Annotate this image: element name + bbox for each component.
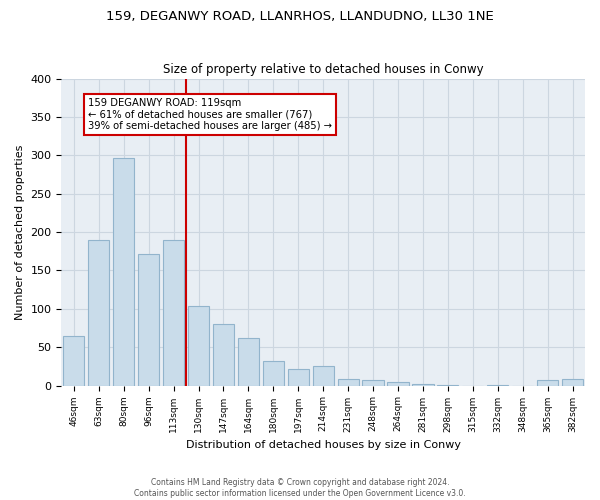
Bar (263, 361, 284, 386)
Bar (388, 382, 409, 386)
Bar (362, 380, 383, 386)
Text: Contains HM Land Registry data © Crown copyright and database right 2024.
Contai: Contains HM Land Registry data © Crown c… (134, 478, 466, 498)
Bar (487, 385, 508, 386)
Bar (113, 158, 134, 386)
Bar (562, 380, 583, 386)
Text: 159 DEGANWY ROAD: 119sqm
← 61% of detached houses are smaller (767)
39% of semi-: 159 DEGANWY ROAD: 119sqm ← 61% of detach… (88, 98, 332, 131)
Bar (287, 368, 309, 386)
Bar (537, 380, 558, 386)
Y-axis label: Number of detached properties: Number of detached properties (15, 144, 25, 320)
Bar (188, 306, 209, 386)
Bar (412, 384, 434, 386)
Bar (138, 254, 159, 386)
Bar (88, 240, 109, 386)
Bar (437, 385, 458, 386)
Bar (163, 240, 184, 386)
X-axis label: Distribution of detached houses by size in Conwy: Distribution of detached houses by size … (186, 440, 461, 450)
Bar (313, 366, 334, 386)
Bar (213, 324, 234, 386)
Text: 159, DEGANWY ROAD, LLANRHOS, LLANDUDNO, LL30 1NE: 159, DEGANWY ROAD, LLANRHOS, LLANDUDNO, … (106, 10, 494, 23)
Bar (338, 380, 359, 386)
Bar (63, 336, 85, 386)
Title: Size of property relative to detached houses in Conwy: Size of property relative to detached ho… (163, 63, 484, 76)
Bar (238, 338, 259, 386)
